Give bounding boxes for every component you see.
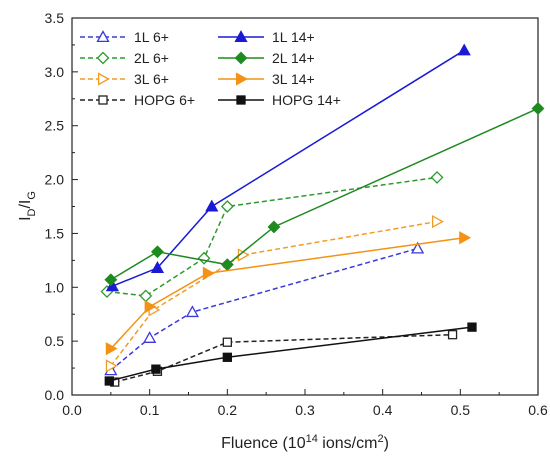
data-point — [447, 330, 458, 340]
series-line — [106, 176, 438, 297]
legend-item: 1L 14+ — [218, 29, 315, 45]
data-point — [202, 266, 215, 280]
legend-item: 2L 6+ — [80, 50, 169, 66]
data-point — [151, 245, 164, 259]
series-line — [110, 247, 418, 371]
legend-label: 3L 14+ — [272, 71, 315, 87]
series-line — [109, 326, 473, 382]
x-tick-label: 0.4 — [373, 402, 393, 418]
data-point — [143, 331, 157, 343]
legend-label: 3L 6+ — [134, 71, 169, 87]
data-point — [105, 342, 118, 356]
data-point — [105, 359, 118, 373]
y-tick-label: 2.0 — [45, 172, 65, 188]
y-tick-label: 3.5 — [45, 10, 65, 26]
series-7 — [104, 322, 477, 386]
series-2 — [105, 214, 444, 373]
x-tick-label: 0.0 — [62, 402, 82, 418]
legend-item: 2L 14+ — [218, 50, 315, 66]
legend-swatch-marker — [234, 30, 248, 43]
x-tick-label: 0.5 — [451, 402, 471, 418]
legend-swatch-marker — [236, 95, 246, 105]
data-point — [150, 261, 165, 273]
series-line — [110, 236, 465, 350]
data-point — [457, 43, 471, 56]
data-point — [205, 199, 219, 212]
legend-label: HOPG 14+ — [272, 92, 341, 108]
legend-label: 1L 14+ — [272, 29, 315, 45]
x-axis: 0.0 0.1 0.2 0.3 0.4 0.5 0.6 — [62, 389, 548, 418]
y-tick-label: 1.0 — [45, 279, 65, 295]
y-tick-label: 1.5 — [45, 225, 65, 241]
legend-item: 3L 6+ — [80, 71, 169, 87]
data-point — [222, 337, 232, 347]
legend-swatch-marker — [235, 72, 248, 86]
series-6 — [105, 231, 472, 356]
data-point — [430, 170, 444, 184]
data-point — [197, 251, 211, 265]
series-1 — [100, 170, 444, 303]
legend: 1L 6+ 2L 6+ 3L 6+ HOPG 6+ 1L 14+ 2L 14+ 3L 14+… — [80, 29, 341, 108]
legend-label: 2L 14+ — [272, 50, 315, 66]
legend-item: 3L 14+ — [218, 71, 315, 87]
legend-swatch-marker — [97, 72, 110, 86]
data-point — [144, 300, 157, 314]
data-point — [139, 289, 153, 303]
x-axis-title: Fluence (1014 ions/cm2) — [221, 433, 389, 452]
series-line — [110, 107, 539, 281]
y-tick-label: 3.0 — [45, 64, 65, 80]
series-line — [112, 49, 465, 287]
legend-swatch-marker — [234, 51, 248, 65]
x-tick-label: 0.1 — [140, 402, 160, 418]
legend-label: 2L 6+ — [134, 50, 169, 66]
y-axis-title: ID/IG — [17, 191, 38, 221]
legend-item: HOPG 6+ — [80, 92, 195, 108]
series-line — [110, 220, 438, 367]
series-5 — [104, 102, 545, 287]
data-point — [222, 352, 232, 362]
data-point — [467, 322, 477, 332]
x-tick-label: 0.3 — [295, 402, 315, 418]
legend-swatch-marker — [96, 51, 110, 65]
data-point — [531, 102, 545, 115]
series-layer — [100, 43, 545, 387]
data-point — [105, 279, 119, 292]
data-point — [104, 376, 114, 386]
legend-swatch-marker — [98, 95, 108, 105]
data-point — [104, 273, 118, 287]
data-point — [151, 364, 161, 374]
y-tick-label: 0.0 — [45, 387, 65, 403]
legend-item: HOPG 14+ — [218, 92, 341, 108]
data-point — [411, 241, 425, 254]
y-axis: 0.0 0.5 1.0 1.5 2.0 2.5 3.0 3.5 — [45, 10, 78, 403]
x-tick-label: 0.6 — [528, 402, 548, 418]
y-tick-label: 0.5 — [45, 333, 65, 349]
data-point — [459, 231, 472, 245]
data-point — [220, 200, 234, 213]
data-point — [185, 305, 199, 318]
x-tick-label: 0.2 — [218, 402, 238, 418]
data-point — [267, 220, 281, 234]
legend-item: 1L 6+ — [80, 29, 169, 45]
series-line — [114, 333, 453, 383]
series-4 — [105, 43, 471, 292]
series-3 — [110, 330, 458, 387]
legend-label: 1L 6+ — [134, 29, 169, 45]
legend-swatch-marker — [96, 30, 110, 43]
y-tick-label: 2.5 — [45, 118, 65, 134]
data-point — [431, 214, 444, 229]
legend-label: HOPG 6+ — [134, 92, 195, 108]
